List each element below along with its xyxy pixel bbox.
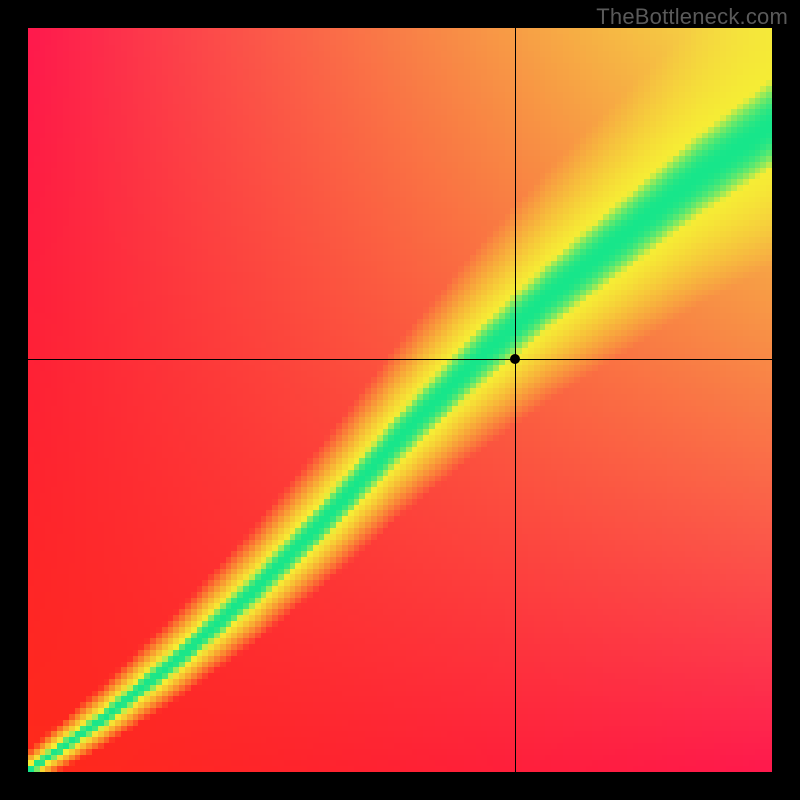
crosshair-vertical [515,28,516,772]
bottleneck-heatmap [28,28,772,772]
chart-container: TheBottleneck.com [0,0,800,800]
watermark-text: TheBottleneck.com [596,4,788,30]
crosshair-horizontal [28,359,772,360]
